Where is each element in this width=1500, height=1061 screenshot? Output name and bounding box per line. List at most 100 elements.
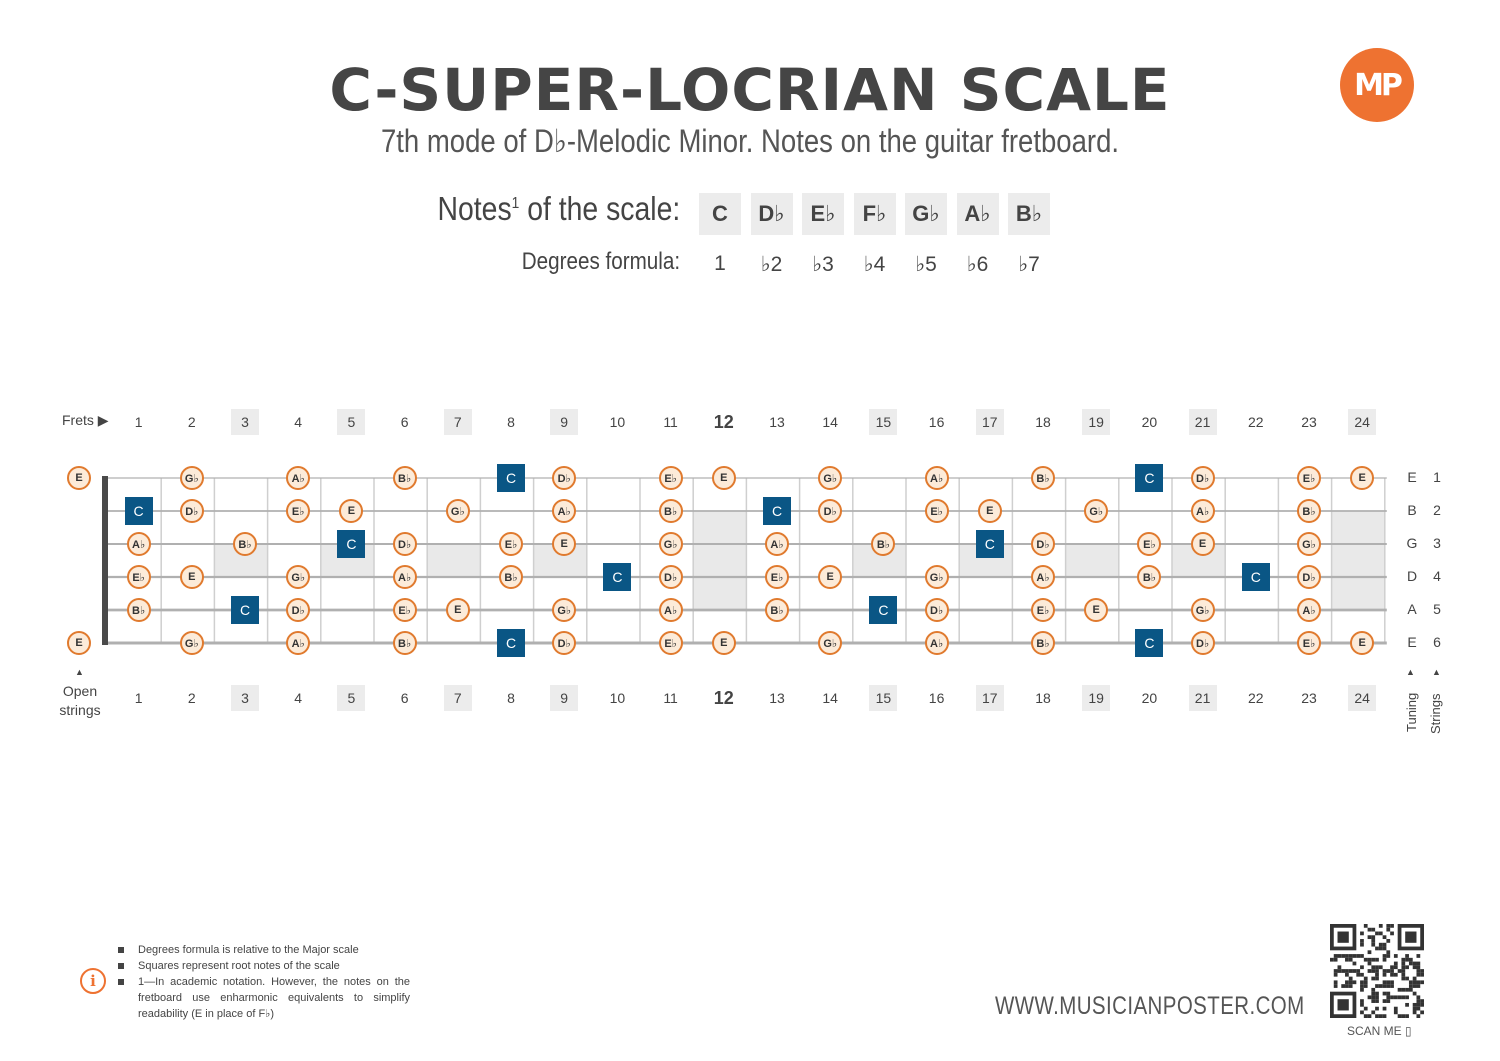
scale-note: A♭ bbox=[126, 532, 151, 556]
qr-module bbox=[1360, 931, 1364, 936]
qr-module bbox=[1420, 980, 1424, 985]
qr-module bbox=[1390, 924, 1394, 928]
qr-code-icon[interactable] bbox=[1330, 924, 1424, 1018]
scale-degree: ♭5 bbox=[915, 253, 937, 276]
qr-module bbox=[1348, 976, 1353, 981]
scale-note: B♭ bbox=[1137, 565, 1162, 589]
qr-module bbox=[1386, 995, 1391, 1000]
scale-note: G♭ bbox=[445, 499, 470, 523]
qr-module bbox=[1375, 976, 1379, 981]
fret-number-top: 4 bbox=[294, 414, 303, 430]
fret-number-bottom: 20 bbox=[1141, 690, 1158, 706]
fret-number-top: 16 bbox=[928, 414, 945, 430]
website-link[interactable]: WWW.MUSICIANPOSTER.COM bbox=[995, 992, 1305, 1020]
scale-note: A♭ bbox=[1190, 499, 1215, 523]
qr-module bbox=[1337, 931, 1349, 943]
fret-number-bottom: 16 bbox=[928, 690, 945, 706]
scale-note: E bbox=[711, 631, 736, 655]
qr-module bbox=[1416, 1014, 1421, 1018]
scale-note: G♭ bbox=[818, 631, 843, 655]
scale-note-box: C bbox=[699, 193, 741, 235]
qr-module bbox=[1367, 927, 1372, 932]
qr-module bbox=[1408, 961, 1413, 966]
qr-module bbox=[1375, 969, 1379, 973]
qr-module bbox=[1420, 969, 1424, 973]
qr-module bbox=[1375, 957, 1379, 962]
scale-note-box: B♭ bbox=[1008, 193, 1050, 235]
qr-module bbox=[1360, 965, 1364, 970]
scale-degree: ♭4 bbox=[863, 253, 886, 276]
scale-note: E♭ bbox=[1297, 466, 1321, 490]
qr-module bbox=[1348, 957, 1353, 962]
frets-label-text: Frets bbox=[62, 412, 94, 428]
qr-module bbox=[1390, 965, 1394, 970]
string-number: 6 bbox=[1433, 634, 1441, 650]
scale-degree: ♭3 bbox=[812, 253, 834, 276]
scale-note: G♭ bbox=[1084, 499, 1109, 523]
qr-module bbox=[1405, 965, 1409, 970]
qr-module bbox=[1420, 999, 1424, 1003]
qr-module bbox=[1371, 942, 1376, 947]
scale-note: B♭ bbox=[871, 532, 896, 556]
footnotes-list: Degrees formula is relative to the Major… bbox=[118, 942, 410, 1022]
fret-number-top: 20 bbox=[1141, 414, 1158, 430]
qr-module bbox=[1382, 942, 1387, 947]
qr-module bbox=[1420, 1002, 1424, 1007]
qr-module bbox=[1345, 969, 1349, 973]
qr-module bbox=[1363, 1014, 1368, 1018]
qr-module bbox=[1330, 957, 1334, 962]
root-note: C bbox=[497, 629, 525, 657]
scale-note: D♭ bbox=[1190, 466, 1215, 490]
scale-note: E bbox=[1350, 631, 1375, 655]
scale-note: G♭ bbox=[818, 466, 843, 490]
scale-note: B♭ bbox=[499, 565, 523, 589]
scale-note: A♭ bbox=[924, 631, 949, 655]
qr-module bbox=[1412, 1010, 1417, 1015]
qr-module bbox=[1363, 984, 1368, 988]
qr-module bbox=[1382, 972, 1387, 977]
qr-module bbox=[1393, 1010, 1398, 1015]
qr-module bbox=[1363, 980, 1368, 985]
qr-module bbox=[1416, 1006, 1421, 1011]
tuning-note: B bbox=[1407, 502, 1417, 518]
footnote-item: Degrees formula is relative to the Major… bbox=[118, 942, 410, 958]
qr-module bbox=[1371, 976, 1376, 981]
qr-module bbox=[1375, 999, 1379, 1003]
scale-note: G♭ bbox=[924, 565, 949, 589]
scale-note: A♭ bbox=[286, 466, 311, 490]
frets-label: Frets ▶ bbox=[62, 412, 109, 429]
qr-module bbox=[1393, 961, 1398, 966]
string-number: 3 bbox=[1433, 535, 1441, 551]
triangle-right-icon: ▶ bbox=[97, 412, 109, 428]
fret-number-bottom: 6 bbox=[400, 690, 409, 706]
scale-note: B♭ bbox=[1297, 499, 1321, 523]
qr-module bbox=[1360, 972, 1364, 977]
qr-module bbox=[1393, 972, 1398, 977]
qr-module bbox=[1405, 987, 1409, 992]
fret-number-top: 1 bbox=[134, 414, 143, 430]
scale-note: E♭ bbox=[658, 631, 683, 655]
qr-module bbox=[1345, 957, 1349, 962]
scale-degree: ♭2 bbox=[760, 253, 783, 276]
qr-module bbox=[1360, 1002, 1364, 1007]
qr-module bbox=[1375, 984, 1379, 988]
scan-me-label: SCAN ME ▯ bbox=[1347, 1024, 1412, 1038]
qr-module bbox=[1386, 939, 1391, 943]
qr-module bbox=[1360, 984, 1364, 988]
qr-module bbox=[1348, 954, 1353, 958]
root-note: C bbox=[231, 596, 259, 624]
tuning-label: Tuning bbox=[1404, 692, 1419, 732]
scale-note: B♭ bbox=[658, 499, 683, 523]
qr-module bbox=[1412, 1006, 1417, 1011]
qr-module bbox=[1382, 984, 1387, 988]
qr-module bbox=[1341, 984, 1346, 988]
qr-module bbox=[1408, 984, 1413, 988]
scale-note: A♭ bbox=[658, 598, 683, 622]
qr-module bbox=[1375, 1014, 1379, 1018]
root-note: C bbox=[1135, 629, 1164, 657]
qr-module bbox=[1360, 954, 1364, 958]
fret-number-top: 5 bbox=[337, 409, 366, 435]
nut bbox=[102, 476, 108, 645]
root-note: C bbox=[1241, 563, 1270, 591]
